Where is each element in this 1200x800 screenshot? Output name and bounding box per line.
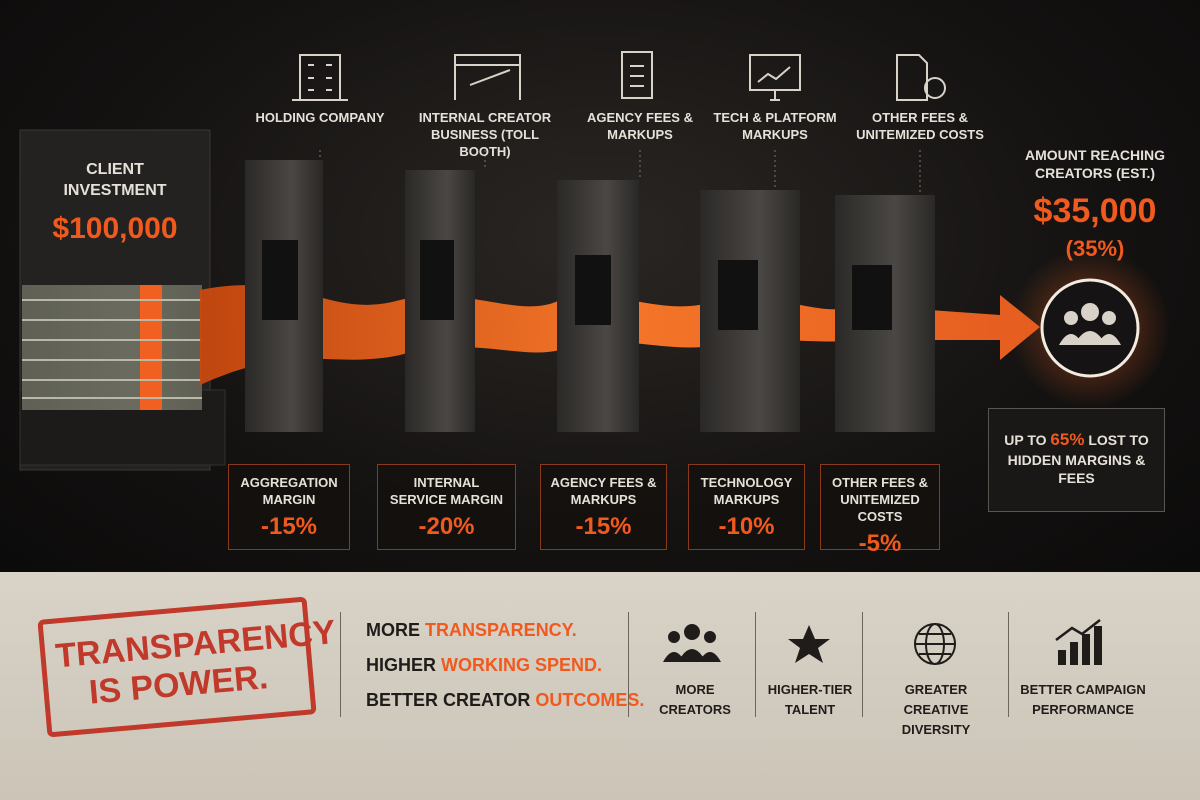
slogan-highlight: WORKING SPEND. — [441, 655, 603, 675]
stage-label: TECHNOLOGY MARKUPS — [700, 475, 793, 507]
deduction: -5% — [858, 529, 902, 557]
deduction: -10% — [718, 512, 775, 540]
people-icon — [1059, 303, 1121, 345]
paper-panel — [0, 572, 1200, 800]
stage-box: AGENCY FEES & MARKUPS -15% — [540, 464, 667, 550]
client-label: CLIENT INVESTMENT — [63, 161, 167, 199]
slogan-highlight: TRANSPARENCY. — [425, 620, 577, 640]
slogan-lead: HIGHER — [366, 655, 437, 675]
stage-box: TECHNOLOGY MARKUPS -10% — [688, 464, 805, 550]
loss-prefix: UP TO — [1004, 432, 1047, 448]
pillars — [245, 160, 935, 432]
flow-illustration — [19, 51, 1170, 471]
stage-title: INTERNAL CREATOR BUSINESS (TOLL BOOTH) — [418, 110, 552, 159]
loss-highlight: 65% — [1050, 430, 1085, 449]
divider — [340, 612, 341, 717]
benefit: GREATER CREATIVE DIVERSITY — [901, 682, 971, 738]
stage-icons — [292, 51, 946, 101]
stage-title: TECH & PLATFORM MARKUPS — [713, 110, 837, 142]
star-icon — [788, 625, 830, 663]
growth-icon — [1055, 619, 1102, 665]
result-share: (35%) — [1065, 236, 1125, 261]
stage-label: INTERNAL SERVICE MARGIN — [389, 475, 504, 507]
deduction: -15% — [260, 512, 318, 540]
result-amount: $35,000 — [1033, 192, 1157, 230]
stage-box: INTERNAL SERVICE MARGIN -20% — [377, 464, 516, 550]
loss-note: UP TO 65% LOST TO HIDDEN MARGINS & FEES — [988, 408, 1165, 512]
stage-box: AGGREGATION MARGIN -15% — [228, 464, 350, 550]
result-label: AMOUNT REACHING CREATORS (EST.) — [1025, 147, 1165, 182]
divider — [628, 612, 629, 717]
client-amount: $100,000 — [52, 212, 178, 245]
stage-label: OTHER FEES & UNITEMIZED COSTS — [831, 475, 929, 524]
slogan: HIGHER WORKING SPEND. — [366, 655, 602, 676]
stage-title: OTHER FEES & UNITEMIZED COSTS — [856, 110, 984, 142]
stamp: TRANSPARENCY IS POWER. — [37, 596, 337, 738]
benefit-icons — [663, 619, 1102, 665]
deduction: -15% — [575, 512, 632, 540]
deduction: -20% — [418, 512, 475, 540]
stage-box: OTHER FEES & UNITEMIZED COSTS -5% — [820, 464, 940, 557]
money-stack — [22, 285, 202, 410]
slogan: BETTER CREATOR OUTCOMES. — [366, 690, 644, 711]
divider — [1008, 612, 1009, 717]
people-icon — [663, 624, 721, 662]
stage-title: AGENCY FEES & MARKUPS — [587, 110, 693, 142]
benefit: BETTER CAMPAIGN PERFORMANCE — [1020, 682, 1146, 718]
divider — [862, 612, 863, 717]
stage-label: AGGREGATION MARGIN — [240, 475, 338, 507]
creators-icon — [1040, 278, 1140, 378]
loss-suffix: LOST TO HIDDEN MARGINS & FEES — [1007, 432, 1149, 487]
benefit: MORE CREATORS — [659, 682, 731, 718]
slogan-lead: MORE — [366, 620, 420, 640]
benefit: HIGHER-TIER TALENT — [767, 682, 853, 718]
globe-icon — [914, 623, 956, 665]
stage-label: AGENCY FEES & MARKUPS — [550, 475, 657, 507]
slogan: MORE TRANSPARENCY. — [366, 620, 577, 641]
slogan-lead: BETTER CREATOR — [366, 690, 531, 710]
divider — [755, 612, 756, 717]
slogan-highlight: OUTCOMES. — [535, 690, 645, 710]
stage-title: HOLDING COMPANY — [255, 110, 385, 125]
